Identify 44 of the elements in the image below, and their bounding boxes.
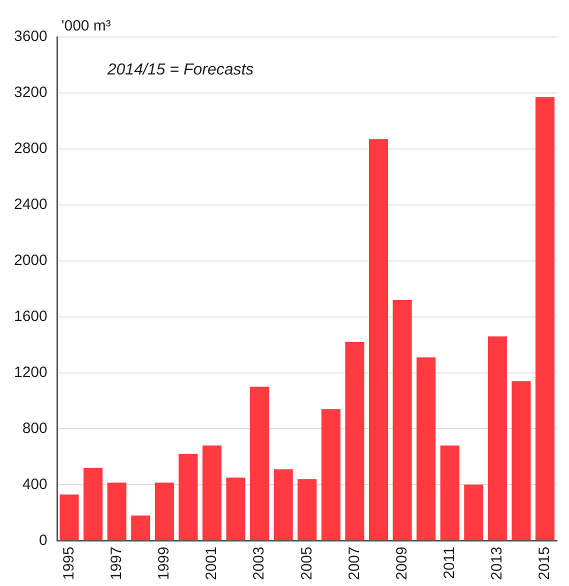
bar	[131, 515, 150, 540]
y-tick-label: 800	[22, 420, 48, 437]
annotation: 2014/15 = Forecasts	[106, 61, 254, 78]
bar	[202, 446, 222, 540]
bar	[84, 468, 103, 540]
bar	[535, 97, 555, 540]
bar	[226, 478, 246, 540]
y-tick-label: 400	[22, 476, 48, 493]
bar	[298, 479, 317, 540]
bar	[512, 381, 531, 540]
x-tick-label: 1995	[60, 546, 78, 580]
bar	[154, 482, 174, 540]
x-tick-label: 1999	[156, 546, 173, 580]
y-tick-label: 3600	[14, 28, 48, 46]
x-tick-label: 2013	[488, 546, 506, 580]
y-tick-label: 0	[39, 532, 48, 549]
x-tick-label: 2001	[203, 546, 220, 580]
bar	[60, 494, 79, 540]
y-tick-label: 2000	[14, 252, 48, 269]
bar	[416, 357, 436, 540]
y-tick-label: 1200	[14, 364, 48, 381]
bar	[488, 336, 507, 540]
y-tick-label: 3200	[14, 84, 48, 102]
y-tick-label: 2400	[14, 196, 48, 214]
y-tick-label: 1600	[14, 308, 48, 325]
bar	[178, 454, 198, 540]
bar	[274, 469, 293, 540]
x-tick-label: 1997	[108, 546, 125, 580]
y-axis-title: '000 m³	[61, 18, 111, 35]
y-tick-label: 2800	[14, 140, 48, 158]
bar	[321, 409, 340, 540]
bar	[440, 446, 460, 540]
bar	[368, 139, 388, 540]
bar	[464, 484, 484, 540]
x-tick-label: 2009	[393, 546, 410, 580]
x-tick-label: 2005	[298, 546, 316, 580]
x-tick-label: 2007	[346, 546, 363, 580]
x-tick-label: 2011	[440, 546, 458, 579]
bar	[392, 300, 412, 540]
bar	[345, 342, 364, 540]
x-tick-label: 2003	[250, 546, 268, 580]
bar	[250, 386, 270, 540]
x-tick-label: 2015	[536, 546, 554, 580]
bar	[107, 482, 126, 540]
